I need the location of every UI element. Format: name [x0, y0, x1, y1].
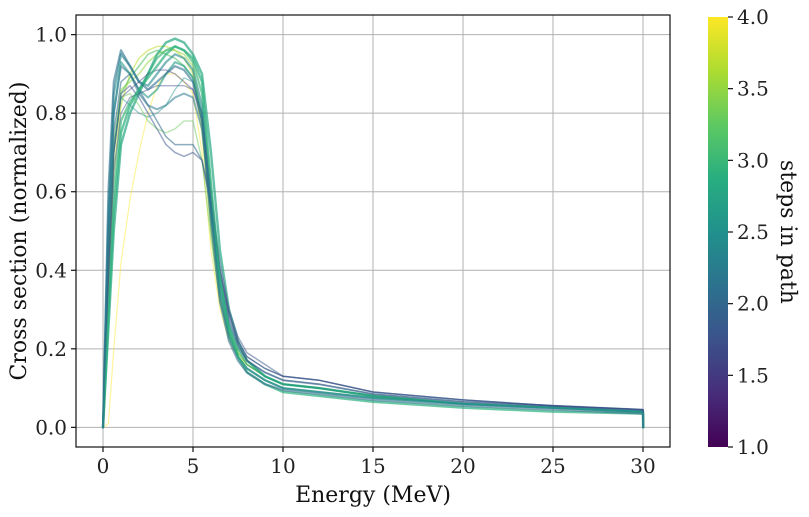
x-axis: 0 5 10 15 20 25 30 [97, 447, 656, 478]
x-axis-title: Energy (MeV) [295, 483, 451, 508]
colorbar-tick-label: 2.0 [737, 292, 769, 316]
x-tick-label: 30 [630, 454, 655, 478]
colorbar-tick-label: 2.5 [737, 220, 769, 244]
series-line [101, 49, 645, 429]
colorbar-tick-label: 1.5 [737, 363, 769, 387]
y-axis-title: Cross section (normalized) [7, 82, 32, 381]
grid [76, 15, 670, 447]
y-tick-label: 0.8 [35, 101, 67, 125]
colorbar-tick-label: 1.0 [737, 435, 769, 459]
x-tick-label: 20 [450, 454, 475, 478]
y-axis: 0.0 0.2 0.4 0.6 0.8 1.0 [35, 23, 76, 439]
y-tick-label: 0.6 [35, 180, 67, 204]
x-tick-label: 0 [97, 454, 110, 478]
x-tick-label: 25 [540, 454, 565, 478]
colorbar-title: steps in path [775, 160, 800, 304]
x-tick-label: 15 [360, 454, 385, 478]
series-line [101, 37, 645, 429]
series-layer [101, 37, 645, 429]
series-line [101, 45, 645, 429]
colorbar-axis: 1.0 1.5 2.0 2.5 3.0 3.5 4.0 [728, 5, 769, 459]
y-tick-label: 0.0 [35, 415, 67, 439]
y-tick-label: 0.4 [35, 258, 67, 282]
x-tick-label: 5 [187, 454, 200, 478]
colorbar-tick-label: 3.5 [737, 77, 769, 101]
colorbar [708, 17, 728, 447]
colorbar-tick-label: 4.0 [737, 5, 769, 29]
y-tick-label: 1.0 [35, 23, 67, 47]
series-line [102, 69, 644, 429]
y-tick-label: 0.2 [35, 337, 67, 361]
x-tick-label: 10 [270, 454, 295, 478]
colorbar-tick-label: 3.0 [737, 148, 769, 172]
series-line [102, 77, 644, 429]
